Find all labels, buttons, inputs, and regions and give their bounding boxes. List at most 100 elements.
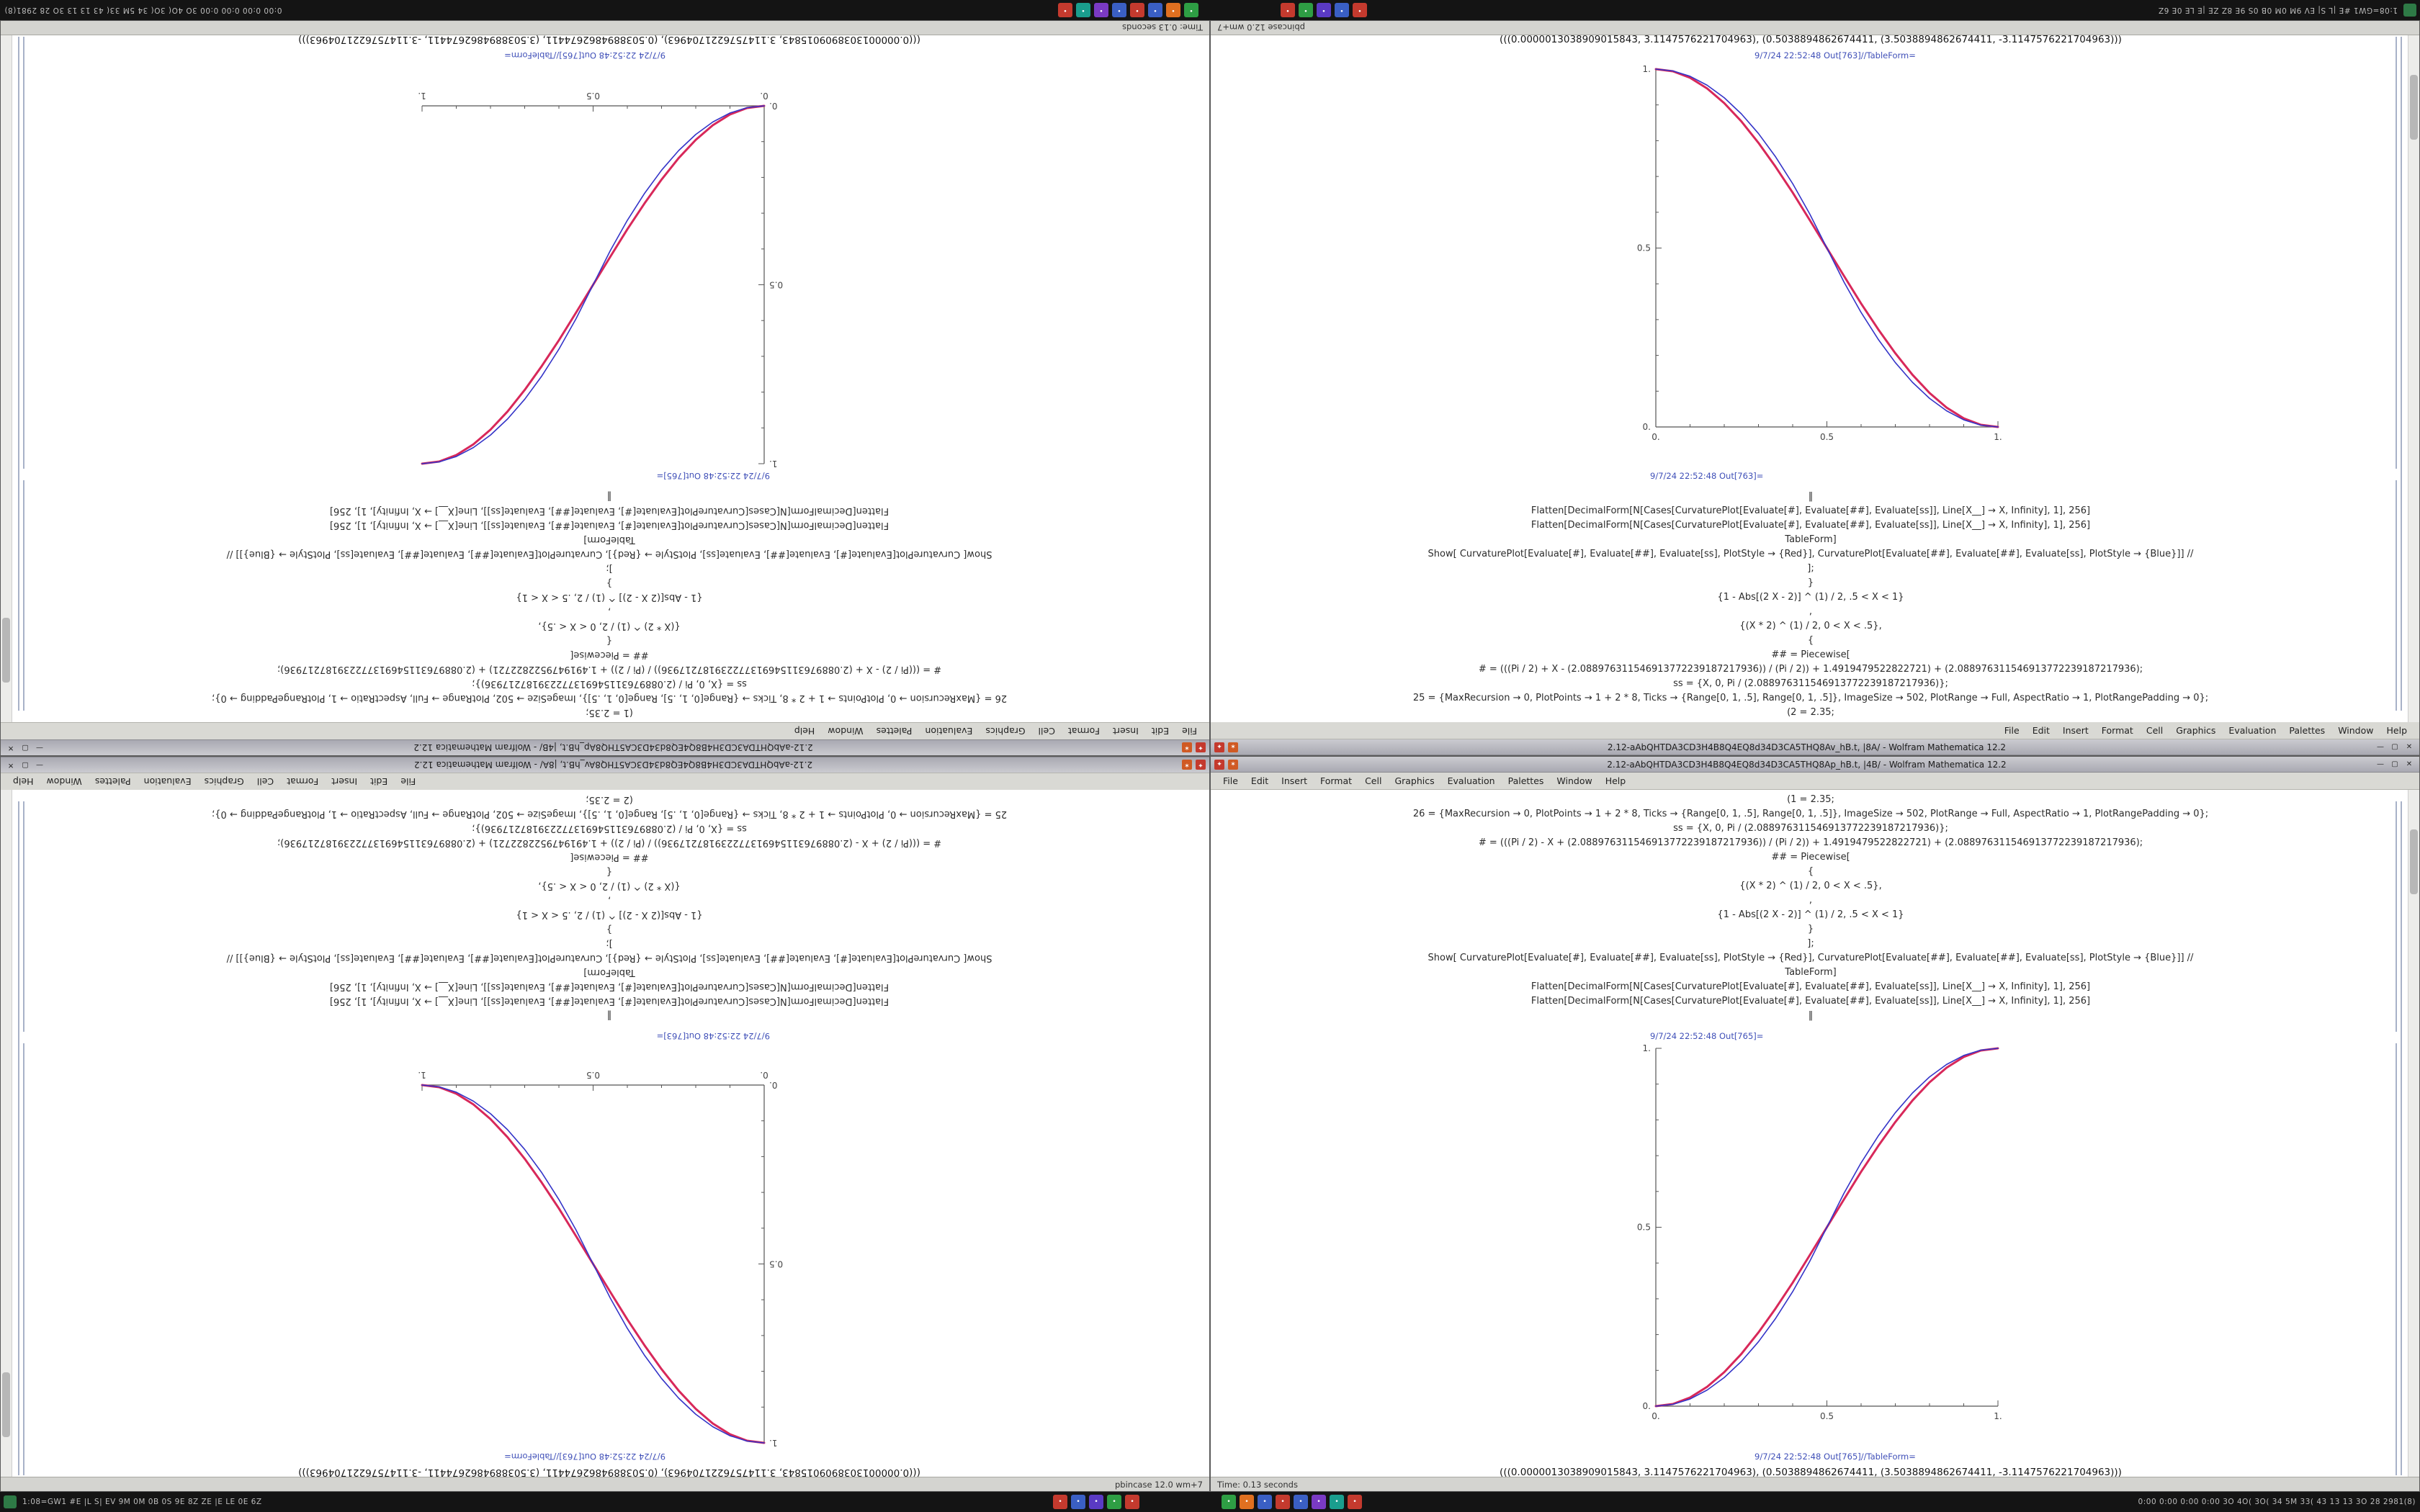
notebook-code-line[interactable]: {(X * 2) ^ (1) / 2, 0 < X < .5},	[1739, 621, 1882, 631]
menu-item[interactable]: Window	[1556, 775, 1592, 786]
cell-brackets[interactable]	[17, 35, 28, 722]
taskbar-app-icon[interactable]: •	[1184, 3, 1198, 17]
cell-bracket[interactable]	[23, 1043, 24, 1475]
notebook-code-line[interactable]: }	[1807, 577, 1814, 588]
menu-item[interactable]: Palettes	[2289, 725, 2326, 736]
menu-item[interactable]: Palettes	[1507, 775, 1544, 786]
notebook-code-line[interactable]: Show[ CurvaturePlot[Evaluate[#], Evaluat…	[1428, 549, 2194, 559]
taskbar-launcher-icon[interactable]	[4, 1495, 17, 1508]
notebook-code-line[interactable]: ‖	[606, 491, 612, 502]
notebook-code-line[interactable]: Flatten[DecimalForm[N[Cases[CurvaturePlo…	[329, 981, 889, 992]
menu-item[interactable]: Insert	[331, 776, 358, 787]
notebook-code-line[interactable]: {	[1807, 866, 1814, 877]
taskbar-app-icon[interactable]: •	[1330, 1495, 1344, 1509]
menu-item[interactable]: Format	[287, 776, 319, 787]
cell-bracket[interactable]	[2396, 480, 2397, 711]
cell-bracket[interactable]	[2396, 1043, 2397, 1475]
menu-item[interactable]: Evaluation	[1447, 775, 1495, 786]
cell-bracket[interactable]	[2396, 37, 2397, 469]
notebook-content[interactable]: (1 = 2.35; 26 = {MaxRecursion → 0, PlotPo…	[1, 35, 1209, 722]
menu-item[interactable]: File	[1182, 726, 1197, 737]
notebook-code-line[interactable]: ss = {X, 0, Pi / (2.08897631154691377223…	[472, 823, 747, 834]
menu-item[interactable]: Edit	[370, 776, 388, 787]
close-button[interactable]: ✕	[2406, 743, 2413, 751]
taskbar-app-icon[interactable]: •	[1222, 1495, 1236, 1509]
menu-item[interactable]: Cell	[256, 776, 274, 787]
taskbar-app-icon[interactable]: •	[1094, 3, 1108, 17]
notebook-code-line[interactable]: Flatten[DecimalForm[N[Cases[CurvaturePlo…	[1531, 520, 2091, 531]
notebook-code-line[interactable]: ## = Piecewise[	[1771, 649, 1850, 660]
menu-item[interactable]: Help	[1605, 775, 1626, 786]
close-button[interactable]: ✕	[7, 761, 14, 769]
maximize-button[interactable]: ▢	[22, 744, 29, 752]
menu-item[interactable]: Palettes	[94, 776, 131, 787]
taskbar-app-icon[interactable]: •	[1112, 3, 1126, 17]
notebook-code-line[interactable]: Flatten[DecimalForm[N[Cases[CurvaturePlo…	[1531, 981, 2091, 992]
notebook-content[interactable]: (2 = 2.35; 25 = {MaxRecursion → 0, PlotPo…	[1211, 35, 2419, 722]
cell-bracket[interactable]	[2396, 801, 2397, 1032]
taskbar-app-icon[interactable]: •	[1148, 3, 1162, 17]
menu-item[interactable]: Graphics	[2176, 725, 2216, 736]
menu-item[interactable]: Graphics	[1394, 775, 1435, 786]
taskbar-app-icon[interactable]: •	[1353, 3, 1367, 17]
notebook-code-line[interactable]: {	[606, 635, 613, 646]
menu-item[interactable]: Edit	[2032, 725, 2050, 736]
close-button[interactable]: ✕	[7, 744, 14, 752]
menu-item[interactable]: Window	[2338, 725, 2374, 736]
cell-brackets[interactable]	[2392, 790, 2403, 1477]
notebook-code-line[interactable]: {(X * 2) ^ (1) / 2, 0 < X < .5},	[538, 881, 681, 891]
scrollbar[interactable]	[2408, 790, 2419, 1477]
taskbar-app-icon[interactable]: •	[1053, 1495, 1067, 1509]
taskbar-app-icon[interactable]: •	[1335, 3, 1349, 17]
window-titlebar[interactable]: ✦ ✶ 2.12-aAbQHTDA3CD3H4B8Q4EQ8d34D3CA5TH…	[1, 757, 1209, 773]
notebook-code-line[interactable]: # = (((Pi / 2) - X + (2.0889763115469137…	[1478, 837, 2143, 848]
notebook-code-line[interactable]: ‖	[1808, 1010, 1814, 1021]
taskbar-app-icon[interactable]: •	[1258, 1495, 1272, 1509]
notebook-code-line[interactable]: Flatten[DecimalForm[N[Cases[CurvaturePlo…	[1531, 505, 2091, 516]
notebook-code-line[interactable]: ,	[607, 606, 611, 617]
minimize-button[interactable]: —	[2377, 760, 2384, 768]
taskbar-app-icon[interactable]: •	[1348, 1495, 1362, 1509]
menu-item[interactable]: File	[1223, 775, 1238, 786]
menu-item[interactable]: Graphics	[204, 776, 244, 787]
window-titlebar[interactable]: ✦ ✶ 2.12-aAbQHTDA3CD3H4B8Q4EQ8d34D3CA5TH…	[1211, 757, 2419, 773]
notebook-content[interactable]: (2 = 2.35; 25 = {MaxRecursion → 0, PlotPo…	[1, 790, 1209, 1477]
notebook-code-line[interactable]: Flatten[DecimalForm[N[Cases[CurvaturePlo…	[329, 520, 889, 531]
taskbar-app-icon[interactable]: •	[1276, 1495, 1290, 1509]
menu-item[interactable]: Format	[1067, 726, 1100, 737]
menu-item[interactable]: Insert	[1113, 726, 1139, 737]
menu-item[interactable]: Edit	[1151, 726, 1170, 737]
notebook-code-line[interactable]: {	[606, 866, 613, 877]
notebook-code-line[interactable]: {1 - Abs[(2 X - 2)] ^ (1) / 2, .5 < X < …	[1717, 909, 1904, 920]
notebook-code-line[interactable]: TableForm]	[583, 534, 635, 545]
notebook-code-line[interactable]: {	[1807, 635, 1814, 646]
notebook-code-line[interactable]: {1 - Abs[(2 X - 2)] ^ (1) / 2, .5 < X < …	[516, 592, 703, 603]
notebook-code-line[interactable]: 26 = {MaxRecursion → 0, PlotPoints → 1 +…	[1412, 809, 2209, 819]
scrollbar-thumb[interactable]	[2410, 829, 2418, 894]
scrollbar-thumb[interactable]	[2, 1372, 10, 1437]
menu-item[interactable]: File	[2004, 725, 2020, 736]
notebook-code-line[interactable]: Flatten[DecimalForm[N[Cases[CurvaturePlo…	[329, 505, 889, 516]
menu-item[interactable]: Help	[794, 726, 815, 737]
cell-group-bracket[interactable]	[18, 37, 19, 711]
taskbar-app-icon[interactable]: •	[1312, 1495, 1326, 1509]
notebook-code-line[interactable]: ss = {X, 0, Pi / (2.08897631154691377223…	[472, 678, 747, 689]
menu-item[interactable]: Palettes	[876, 726, 913, 737]
notebook-code-line[interactable]: Flatten[DecimalForm[N[Cases[CurvaturePlo…	[329, 996, 889, 1007]
cell-group-bracket[interactable]	[2401, 37, 2402, 711]
cell-bracket[interactable]	[23, 37, 24, 469]
taskbar-app-icon[interactable]: •	[1281, 3, 1295, 17]
menu-item[interactable]: Help	[13, 776, 34, 787]
close-button[interactable]: ✕	[2406, 760, 2413, 768]
notebook-code-line[interactable]: ,	[607, 895, 611, 906]
notebook-code-line[interactable]: ## = Piecewise[	[1771, 852, 1850, 863]
notebook-code-line[interactable]: (2 = 2.35;	[1787, 707, 1834, 718]
scrollbar[interactable]	[1, 35, 12, 722]
cell-group-bracket[interactable]	[2401, 801, 2402, 1475]
notebook-code-line[interactable]: ];	[1807, 563, 1814, 574]
taskbar-app-icon[interactable]: •	[1130, 3, 1144, 17]
minimize-button[interactable]: —	[36, 744, 43, 752]
notebook-content[interactable]: (1 = 2.35; 26 = {MaxRecursion → 0, PlotPo…	[1211, 790, 2419, 1477]
notebook-code-line[interactable]: TableForm]	[1785, 534, 1837, 545]
taskbar-app-icon[interactable]: •	[1071, 1495, 1085, 1509]
